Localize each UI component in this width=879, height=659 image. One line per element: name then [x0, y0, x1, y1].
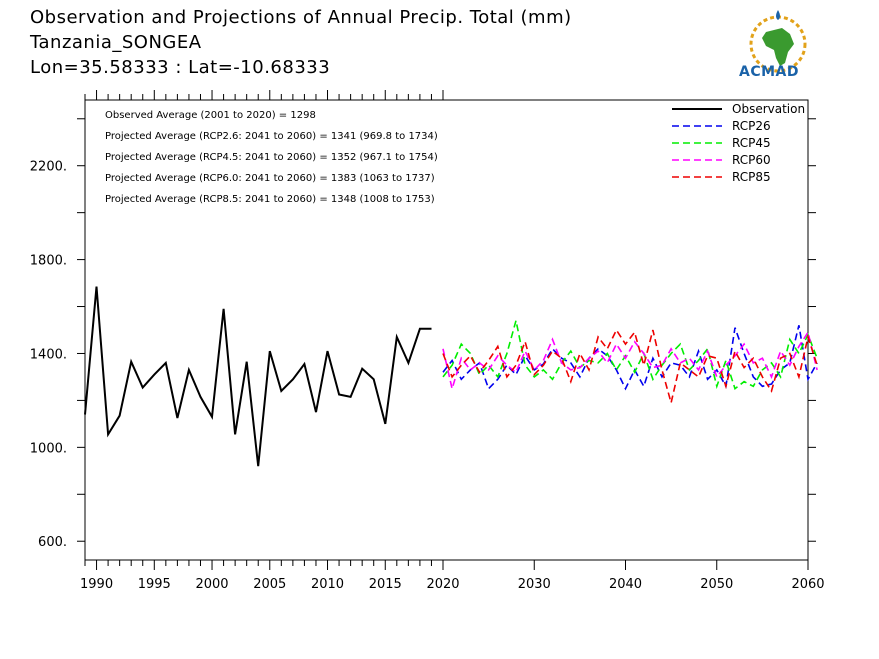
x-tick-label: 2060 — [791, 577, 824, 592]
legend-label-rcp26: RCP26 — [732, 119, 771, 133]
x-tick-label: 2000 — [195, 577, 228, 592]
location-name: Tanzania_SONGEA — [30, 32, 202, 53]
legend-label-rcp45: RCP45 — [732, 136, 771, 150]
series-line-rcp85 — [442, 328, 818, 404]
x-tick-label: 2030 — [518, 577, 551, 592]
annotation-text: Projected Average (RCP2.6: 2041 to 2060)… — [105, 131, 438, 142]
x-tick-label: 2020 — [426, 577, 459, 592]
series-line-rcp60 — [442, 330, 818, 392]
series-line-observation — [84, 286, 432, 467]
legend-label-rcp60: RCP60 — [732, 153, 771, 167]
annotation-text: Observed Average (2001 to 2020) = 1298 — [105, 110, 316, 121]
x-tick-label: 2015 — [369, 577, 402, 592]
location-coords: Lon=35.58333 : Lat=-10.68333 — [30, 57, 331, 78]
series-line-rcp45 — [442, 320, 818, 391]
x-tick-label: 2005 — [253, 577, 286, 592]
plot-frame — [84, 99, 809, 561]
x-tick-label: 1995 — [138, 577, 171, 592]
x-tick-label: 2040 — [609, 577, 642, 592]
series-line-rcp26 — [442, 325, 818, 391]
y-tick-label: 1400. — [30, 347, 67, 362]
annotation-text: Projected Average (RCP8.5: 2041 to 2060)… — [105, 194, 435, 205]
chart-title: Observation and Projections of Annual Pr… — [30, 7, 572, 28]
legend-label-observation: Observation — [732, 102, 805, 116]
x-tick-label: 1990 — [80, 577, 113, 592]
y-tick-label: 600. — [38, 535, 67, 550]
legend-label-rcp85: RCP85 — [732, 170, 771, 184]
y-tick-label: 1000. — [30, 441, 67, 456]
logo-text: ACMAD — [739, 64, 799, 80]
y-tick-label: 1800. — [30, 254, 67, 269]
annotation-text: Projected Average (RCP4.5: 2041 to 2060)… — [105, 152, 438, 163]
x-tick-label: 2010 — [311, 577, 344, 592]
annotation-text: Projected Average (RCP6.0: 2041 to 2060)… — [105, 173, 435, 184]
y-tick-label: 2200. — [30, 160, 67, 175]
x-tick-label: 2050 — [700, 577, 733, 592]
africa-logo-icon — [749, 10, 807, 73]
